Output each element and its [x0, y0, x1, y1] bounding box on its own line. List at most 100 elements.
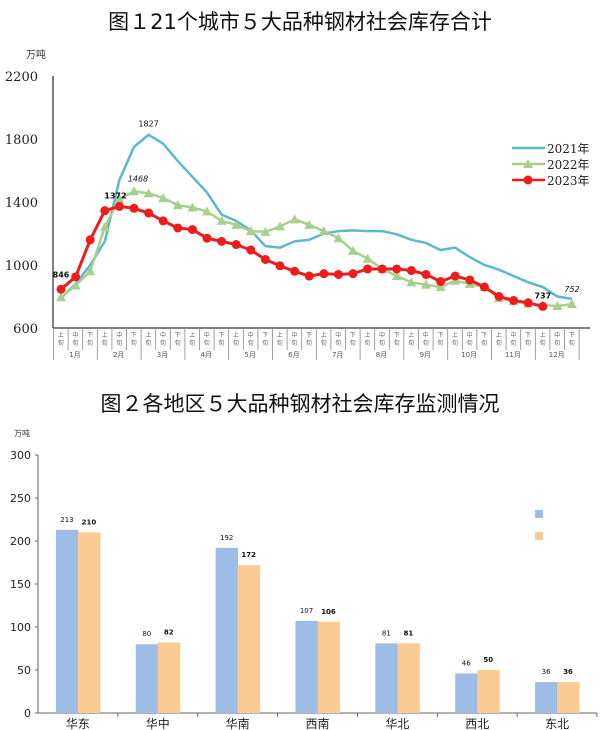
- series-line-2023年: [60, 204, 544, 308]
- bar: [157, 642, 181, 713]
- data-point: [245, 226, 256, 236]
- data-point: [187, 225, 197, 235]
- x-tick-label: 上: [540, 331, 546, 339]
- month-label: 2月: [113, 351, 124, 359]
- bar: [295, 620, 318, 713]
- data-point: [71, 272, 81, 282]
- x-tick-label: 旬: [379, 339, 385, 347]
- data-point: [202, 233, 212, 243]
- category-label: 西南: [305, 716, 329, 730]
- data-point: [494, 292, 504, 301]
- data-point: [246, 245, 256, 255]
- category-label: 西北: [465, 717, 489, 730]
- x-tick-label: 旬: [321, 339, 327, 347]
- data-label: 36: [563, 668, 573, 676]
- x-tick-label: 旬: [496, 339, 502, 347]
- x-tick-label: 中: [204, 331, 210, 339]
- x-tick-label: 中: [291, 331, 297, 339]
- x-tick-label: 下: [87, 332, 93, 339]
- month-label: 9月: [420, 351, 431, 359]
- month-label: 10月: [461, 351, 477, 359]
- bar: [477, 670, 500, 713]
- x-tick-label: 下: [525, 332, 531, 339]
- bar: [317, 621, 340, 713]
- data-point: [421, 269, 431, 279]
- y-axis-unit: 万吨: [14, 428, 30, 438]
- y-axis-unit: 万吨: [26, 48, 46, 61]
- x-tick-label: 上: [321, 331, 327, 339]
- x-tick-label: 旬: [189, 339, 195, 347]
- data-label: 106: [321, 608, 336, 616]
- data-label: 107: [300, 607, 313, 615]
- y-tick-label: 300: [10, 449, 31, 462]
- x-tick-label: 下: [437, 332, 443, 339]
- x-tick-label: 下: [175, 332, 181, 339]
- data-point: [172, 200, 183, 210]
- x-tick-label: 旬: [408, 339, 414, 347]
- x-tick-label: 下: [131, 332, 137, 339]
- x-tick-label: 旬: [335, 339, 341, 347]
- legend-marker: [523, 159, 533, 168]
- x-tick-label: 旬: [204, 339, 210, 347]
- x-tick-label: 旬: [306, 339, 312, 347]
- x-tick-label: 上: [145, 331, 151, 339]
- data-point: [202, 206, 212, 216]
- data-point: [158, 193, 169, 203]
- data-point: [275, 221, 285, 231]
- data-point: [173, 223, 183, 233]
- y-tick-label: 100: [10, 621, 31, 634]
- y-tick-label: 600: [13, 322, 38, 337]
- month-label: 5月: [244, 351, 255, 359]
- data-point: [406, 266, 416, 276]
- category-label: 华南: [226, 716, 250, 730]
- data-point: [567, 299, 577, 309]
- x-tick-label: 上: [102, 331, 108, 339]
- data-point: [114, 193, 125, 203]
- x-tick-label: 中: [160, 331, 166, 339]
- data-point: [70, 280, 81, 290]
- chart2-title: 图２各地区５大品种钢材社会库存监测情况: [100, 392, 500, 416]
- x-tick-label: 下: [481, 332, 487, 339]
- bar: [397, 643, 420, 713]
- data-label: 1372: [104, 191, 126, 200]
- category-label: 东北: [545, 717, 569, 730]
- x-tick-label: 旬: [116, 339, 122, 347]
- data-point: [260, 226, 271, 236]
- x-tick-label: 旬: [87, 339, 93, 347]
- x-tick-label: 旬: [525, 339, 531, 347]
- x-tick-label: 旬: [102, 339, 108, 347]
- bar: [535, 682, 558, 713]
- x-tick-label: 中: [335, 331, 341, 339]
- data-point: [377, 264, 387, 274]
- y-tick-label: 1400: [5, 196, 38, 211]
- x-tick-label: 旬: [160, 339, 166, 347]
- data-point: [392, 264, 402, 274]
- data-point: [406, 277, 417, 287]
- data-label: 80: [142, 630, 151, 638]
- y-tick-label: 2200: [5, 70, 38, 85]
- data-point: [100, 206, 110, 216]
- bar: [237, 565, 261, 713]
- data-label: 213: [60, 516, 73, 524]
- x-tick-label: 旬: [218, 339, 224, 347]
- data-label: 50: [483, 656, 493, 664]
- x-tick-label: 旬: [510, 339, 516, 347]
- month-label: 1月: [69, 351, 80, 359]
- data-point: [509, 295, 519, 305]
- x-tick-label: 上: [408, 331, 414, 339]
- data-label: 752: [564, 285, 579, 294]
- x-tick-label: 旬: [437, 339, 443, 347]
- legend-marker: [523, 175, 533, 185]
- legend-label: 2022年: [547, 158, 590, 172]
- data-point: [216, 215, 227, 225]
- x-tick-label: 上: [189, 331, 195, 339]
- x-tick-label: 旬: [350, 339, 356, 347]
- x-tick-label: 旬: [131, 339, 137, 347]
- data-label: 82: [164, 628, 174, 636]
- data-label: 846: [53, 270, 70, 279]
- x-tick-label: 上: [452, 331, 458, 339]
- x-tick-label: 旬: [175, 339, 181, 347]
- category-label: 华中: [146, 716, 170, 730]
- month-label: 7月: [332, 351, 343, 359]
- x-tick-label: 中: [72, 331, 78, 339]
